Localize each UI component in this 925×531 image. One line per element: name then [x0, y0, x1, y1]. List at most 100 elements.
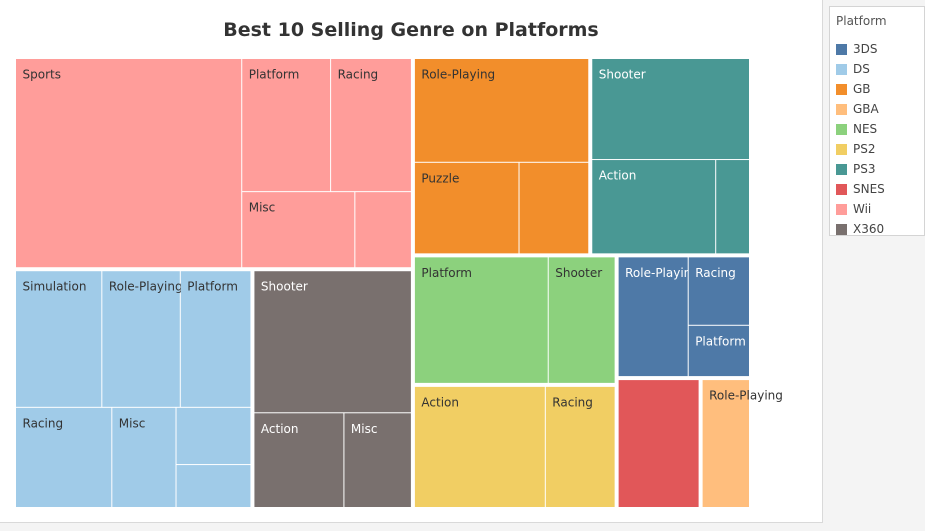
legend-label: Wii — [853, 202, 872, 216]
legend-swatch — [836, 63, 847, 75]
treemap-cell[interactable] — [688, 257, 749, 325]
cell-label: Action — [261, 422, 299, 436]
cell-label: Misc — [249, 201, 276, 215]
cell-label: Racing — [338, 68, 379, 82]
cell-label: Sports — [23, 68, 61, 82]
legend-swatch — [836, 223, 847, 235]
legend-label: X360 — [853, 222, 885, 236]
platform-legend: Platform 3DS DS GB GBA NES PS2 PS3 SNES Wii X360 — [829, 6, 925, 236]
cell-label: Racing — [23, 416, 64, 430]
legend-swatch — [836, 103, 847, 115]
legend-items: 3DS DS GB GBA NES PS2 PS3 SNES Wii X360 — [836, 39, 885, 239]
treemap-cell[interactable] — [16, 407, 112, 507]
treemap-cell[interactable] — [414, 162, 519, 254]
platform-group-x360: Shooter Action Misc — [254, 271, 411, 507]
cell-label: Platform — [695, 334, 746, 348]
treemap-cell[interactable] — [331, 59, 411, 192]
legend-label: GBA — [853, 102, 879, 116]
legend-label: GB — [853, 82, 871, 96]
cell-label: Platform — [421, 266, 472, 280]
cell-label: Role-Playing — [109, 280, 183, 294]
cell-label: Role-Playing — [421, 68, 495, 82]
treemap-cell[interactable] — [545, 386, 615, 507]
treemap-cell[interactable] — [242, 192, 355, 268]
cell-label: Racing — [695, 266, 736, 280]
cell-label: Shooter — [599, 68, 646, 82]
cell-label: Action — [421, 395, 459, 409]
legend-item[interactable]: DS — [836, 59, 885, 79]
treemap-cell[interactable] — [254, 413, 344, 507]
legend-item[interactable]: PS2 — [836, 139, 885, 159]
platform-group-nes: Platform Shooter — [414, 257, 615, 383]
cell-label: Role-Playing — [625, 266, 699, 280]
cell-label: Platform — [187, 280, 238, 294]
cell-label: Puzzle — [421, 171, 459, 185]
cell-label: Shooter — [555, 266, 602, 280]
cell-label: Platform — [249, 68, 300, 82]
treemap-cell[interactable] — [176, 407, 251, 465]
platform-group-gba: Role-Playing — [702, 380, 783, 507]
legend-item[interactable]: Wii — [836, 199, 885, 219]
treemap-cell[interactable] — [414, 386, 545, 507]
legend-item[interactable]: GB — [836, 79, 885, 99]
legend-swatch — [836, 123, 847, 135]
treemap-cell[interactable] — [618, 257, 688, 377]
treemap-cell[interactable] — [716, 160, 749, 254]
platform-group-snes — [618, 380, 699, 507]
platform-group-ps3: Shooter Action — [592, 59, 749, 254]
treemap-cell[interactable] — [355, 192, 411, 268]
cell-label: Racing — [552, 395, 593, 409]
legend-item[interactable]: PS3 — [836, 159, 885, 179]
platform-group-ps2: Action Racing — [414, 386, 615, 507]
chart-title: Best 10 Selling Genre on Platforms — [223, 19, 599, 41]
legend-label: PS2 — [853, 142, 876, 156]
legend-item[interactable]: 3DS — [836, 39, 885, 59]
legend-label: NES — [853, 122, 878, 136]
treemap-cell[interactable] — [16, 271, 102, 407]
legend-item[interactable]: GBA — [836, 99, 885, 119]
legend-item[interactable]: SNES — [836, 179, 885, 199]
platform-group-gb: Role-Playing Puzzle — [414, 59, 589, 254]
treemap-cell[interactable] — [16, 59, 242, 268]
legend-title: Platform — [836, 14, 887, 28]
treemap-cell[interactable] — [102, 271, 180, 407]
legend-item[interactable]: NES — [836, 119, 885, 139]
treemap-cell[interactable] — [254, 271, 411, 413]
treemap-cell[interactable] — [548, 257, 615, 383]
legend-swatch — [836, 163, 847, 175]
legend-swatch — [836, 143, 847, 155]
treemap-cell[interactable] — [414, 59, 589, 162]
platform-group-wii: Sports Platform Racing Misc — [16, 59, 411, 268]
chart-sheet: Best 10 Selling Genre on Platforms Sport… — [0, 0, 823, 523]
treemap-cell[interactable] — [112, 407, 176, 507]
treemap-cell[interactable] — [702, 380, 749, 507]
treemap-cell[interactable] — [618, 380, 699, 507]
cell-label: Shooter — [261, 280, 308, 294]
treemap-cell[interactable] — [242, 59, 331, 192]
legend-swatch — [836, 203, 847, 215]
legend-item[interactable]: X360 — [836, 219, 885, 239]
treemap-cell[interactable] — [519, 162, 589, 254]
legend-label: SNES — [853, 182, 885, 196]
treemap-cell[interactable] — [180, 271, 251, 407]
platform-group-ds: Simulation Role-Playing Platform Racing Misc — [16, 271, 251, 507]
cell-label: Action — [599, 169, 637, 183]
cell-label: Misc — [351, 422, 378, 436]
legend-label: PS3 — [853, 162, 876, 176]
legend-swatch — [836, 43, 847, 55]
treemap-cell[interactable] — [344, 413, 411, 507]
treemap-cell[interactable] — [592, 59, 749, 160]
treemap-cell[interactable] — [414, 257, 548, 383]
cell-label: Simulation — [23, 280, 87, 294]
legend-swatch — [836, 83, 847, 95]
treemap-cell[interactable] — [688, 325, 749, 377]
legend-swatch — [836, 183, 847, 195]
treemap-chart: Sports Platform Racing Misc Simulation Role-P… — [16, 59, 783, 507]
cell-label: Role-Playing — [709, 389, 783, 403]
treemap-cell[interactable] — [176, 465, 251, 507]
legend-label: 3DS — [853, 42, 878, 56]
treemap-cell[interactable] — [592, 160, 716, 254]
cell-label: Misc — [119, 416, 146, 430]
legend-label: DS — [853, 62, 870, 76]
